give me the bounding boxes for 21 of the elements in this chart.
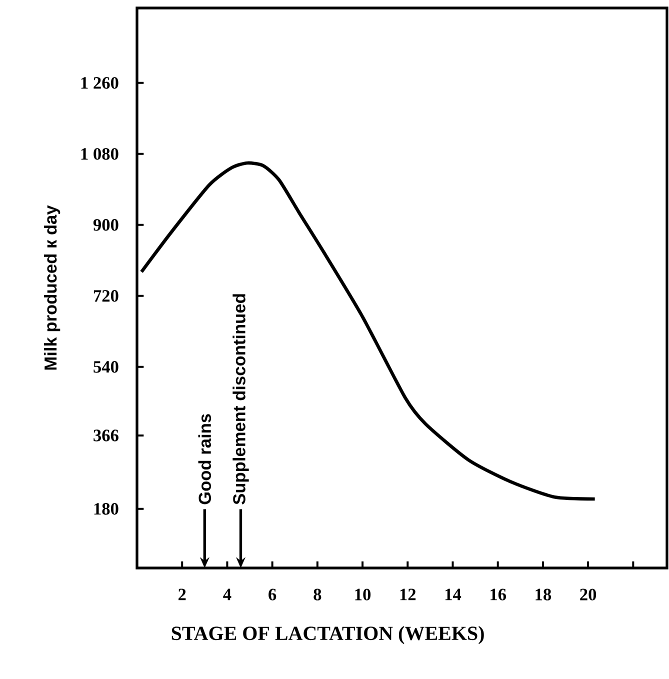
x-tick-label: 18 (536, 588, 552, 600)
x-tick-label: 12 (400, 588, 416, 600)
x-tick-label: 14 (445, 588, 462, 600)
y-tick-label: 900 (93, 219, 118, 231)
ref-line-label: Good rains (198, 414, 212, 504)
ref-line-label: Supplement discontinued (232, 294, 249, 504)
x-tick-label: 10 (355, 588, 371, 600)
x-tick-label: 4 (223, 588, 232, 600)
y-tick-label: 366 (94, 430, 118, 442)
y-tick-label: 180 (94, 503, 118, 515)
x-tick-label: 6 (268, 588, 276, 600)
x-tick-label: 2 (178, 588, 186, 600)
x-axis-title: STAGE OF LACTATION (WEEKS) (172, 626, 484, 644)
y-tick-label: 1 080 (81, 148, 118, 160)
x-tick-label: 8 (314, 588, 322, 600)
y-axis-title: Milk produced к day (44, 205, 60, 370)
y-tick-label: 720 (94, 290, 118, 302)
y-tick-label: 540 (94, 361, 118, 373)
x-tick-label: 16 (490, 588, 506, 600)
y-tick-label: 1 260 (81, 77, 118, 89)
x-tick-label: 20 (580, 588, 596, 600)
